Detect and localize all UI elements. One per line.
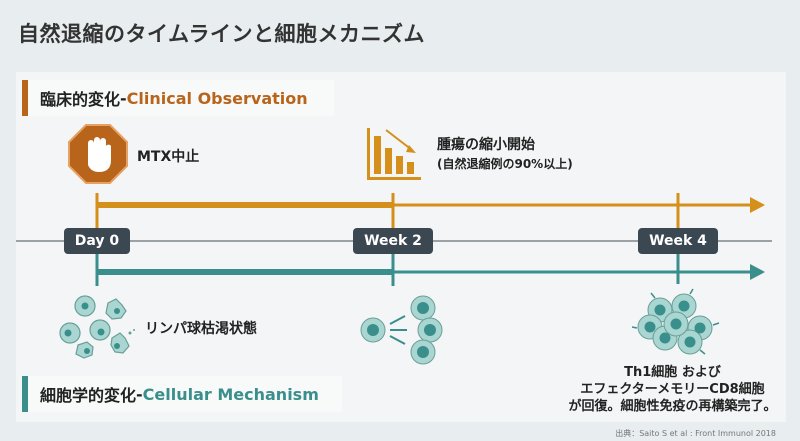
marker-week-4: Week 4	[638, 228, 718, 254]
tumor-sublabel: (自然退縮例の90%以上)	[437, 157, 573, 171]
recovery-text: Th1細胞 および エフェクターメモリーCD8細胞 が回復。細胞性免疫の再構築完…	[560, 364, 785, 415]
clinical-header: 臨床的変化 - Clinical Observation	[22, 80, 334, 116]
cellular-label-en: Cellular Mechanism	[142, 384, 319, 404]
clinical-label-en: Clinical Observation	[126, 88, 308, 108]
cell-proliferation-icon	[360, 295, 443, 365]
marker-week-2: Week 2	[353, 228, 433, 254]
source-citation: 出典：Saito S et al : Front Immunol 2018	[615, 429, 776, 438]
separator: -	[120, 88, 127, 108]
cellular-track	[95, 254, 765, 286]
cellular-header-bar	[22, 376, 28, 412]
tumor-label: 腫瘍の縮小開始	[437, 137, 535, 153]
mtx-label: MTX中止	[137, 149, 200, 165]
recovery-line-2: エフェクターメモリーCD8細胞	[580, 382, 765, 397]
recovery-line-1: Th1細胞 および	[624, 365, 721, 380]
stop-hand-icon	[68, 124, 128, 184]
clinical-label-jp: 臨床的変化	[40, 90, 121, 109]
page-title: 自然退縮のタイムラインと細胞メカニズム	[18, 22, 426, 46]
lymph-label: リンパ球枯渇状態	[145, 321, 257, 337]
cellular-label-jp: 細胞学的変化	[40, 386, 137, 405]
cellular-header: 細胞学的変化 - Cellular Mechanism	[22, 376, 342, 412]
damaged-cells-icon	[59, 295, 135, 359]
marker-day-0: Day 0	[64, 228, 130, 254]
clinical-arrowhead	[750, 197, 765, 213]
declining-bar-chart-icon	[367, 128, 421, 180]
separator: -	[136, 384, 143, 404]
clinical-track	[95, 193, 765, 232]
cell-cluster-icon	[631, 288, 720, 355]
clinical-header-bar	[22, 80, 28, 116]
cellular-arrowhead	[750, 264, 765, 280]
recovery-line-3: が回復。細胞性免疫の再構築完了。	[568, 399, 777, 414]
